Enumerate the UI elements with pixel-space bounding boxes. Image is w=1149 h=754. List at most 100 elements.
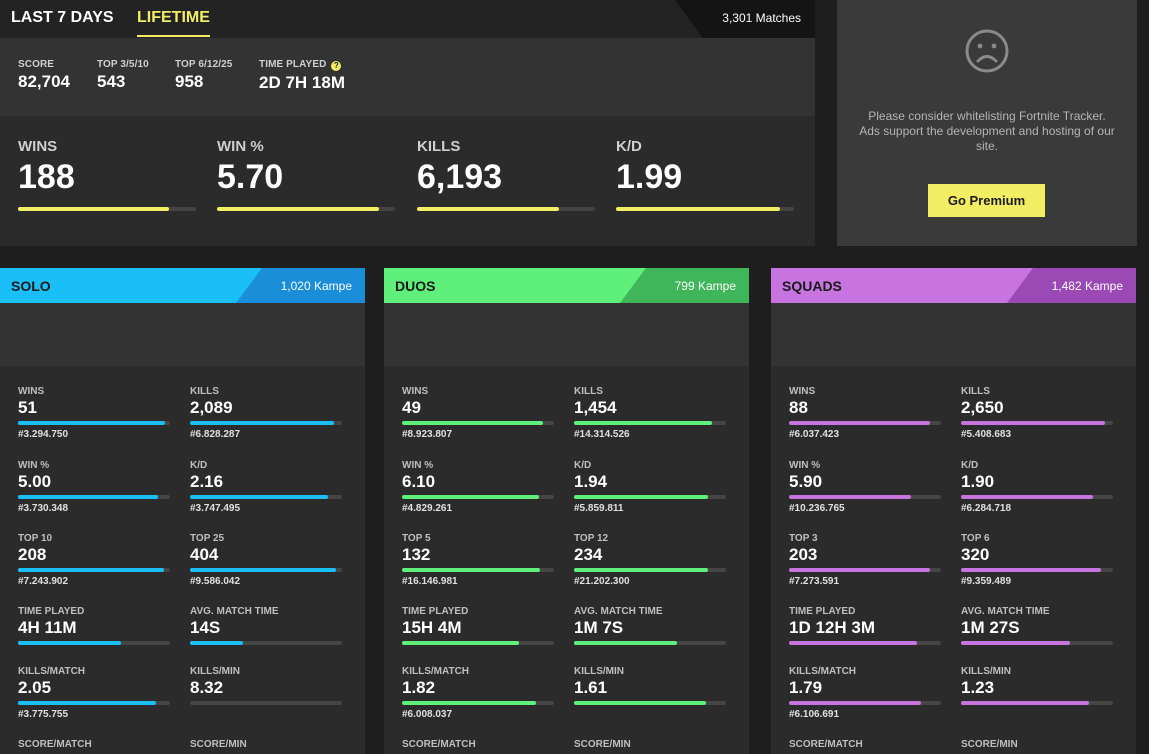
mode-match-count: 1,020 Kampe [280,279,352,293]
stat-k-d: K/D 1.94 #5.859.811 [574,460,726,514]
stat-bar [402,641,554,645]
stat-label: WINS [402,386,429,397]
stat-value: 5.00 [18,472,52,491]
stat-bar-fill [789,421,931,425]
stat-value: 320 [961,545,990,564]
stat-rank: #6.106.691 [789,709,840,720]
summary-score: SCORE 82,704 [18,59,70,92]
stat-rank: #16.146.981 [402,576,458,587]
stat-bar [18,641,170,645]
stat-bar [789,568,941,572]
stat-value: 1.23 [961,678,995,697]
mode-count-cut [620,268,646,303]
stat-bar [961,421,1113,425]
summary-top-3-5-10: TOP 3/5/10 543 [97,59,149,92]
stat-rank: #21.202.300 [574,576,630,587]
stat-label: AVG. MATCH TIME [961,606,1050,617]
stat-value: 132 [402,545,431,564]
mode-count-badge: 1,482 Kampe [1033,268,1136,303]
stat-label: TOP 10 [18,533,53,544]
stat-time-played: TIME PLAYED 15H 4M [402,606,554,645]
stat-kills: KILLS 2,089 #6.828.287 [190,386,342,440]
matches-badge: 3,301 Matches [703,0,815,38]
stat-bar-fill [574,421,713,425]
overview-stat-wins: WINS 188 [18,138,196,211]
stat-value: 8.32 [190,678,224,697]
stat-bar-fill [574,568,708,572]
mode-match-count: 1,482 Kampe [1051,279,1123,293]
stat-bar-fill [402,495,539,499]
stat-label: KILLS/MATCH [18,666,86,677]
stat-bar-fill [190,568,336,572]
summary-time-played: TIME PLAYED ? 2D 7H 18M [259,59,345,93]
mode-card-subheader [384,303,749,366]
stat-rank: #3.730.348 [18,503,69,514]
stat-bar-fill [789,701,922,705]
stat-bar [574,701,726,705]
stat-label: TOP 25 [190,533,225,544]
stat-bar [961,495,1113,499]
mode-count-cut [1007,268,1033,303]
stat-label: AVG. MATCH TIME [574,606,663,617]
stat-rank: #14.314.526 [574,429,630,440]
stat-rank: #6.284.718 [961,503,1012,514]
summary-value: 543 [97,72,126,91]
stat-rank: #6.828.287 [190,429,241,440]
stat-label: SCORE/MATCH [18,739,92,750]
ad-message: Please consider whitelisting Fortnite Tr… [859,109,1115,153]
stat-rank: #7.273.591 [789,576,840,587]
stat-value: 4H 11M [18,618,77,637]
stat-bar-fill [961,495,1094,499]
go-premium-button[interactable]: Go Premium [928,184,1045,217]
stat-rank: #6.008.037 [402,709,453,720]
stat-value: 51 [18,398,37,417]
mode-card-subheader [771,303,1136,366]
stat-bar-fill [961,641,1071,645]
stat-bar [402,568,554,572]
overview-stat-bar-fill [217,207,379,211]
stat-value: 49 [402,398,421,417]
stat-k-d: K/D 1.90 #6.284.718 [961,460,1113,514]
stat-label: SCORE/MATCH [789,739,863,750]
stat-label: KILLS/MIN [961,666,1011,677]
stat-bar [789,495,941,499]
stat-label: WINS [18,386,45,397]
stat-label: WINS [789,386,816,397]
stat-rank: #7.243.902 [18,576,69,587]
overview-stat-bar-fill [616,207,780,211]
overview-stat-label: K/D [616,138,642,155]
stat-value: 203 [789,545,818,564]
overview-stat-value: 1.99 [616,158,683,196]
summary-row: SCORE 82,704 TOP 3/5/10 543 TOP 6/12/25 … [0,38,815,116]
help-icon[interactable]: ? [331,61,342,71]
overview-stat-label: KILLS [417,138,461,155]
stat-bar [402,495,554,499]
tab-lifetime[interactable]: LIFETIME [137,0,210,38]
mode-title: SOLO [11,278,51,294]
stat-label: WIN % [789,460,821,471]
stat-label: WIN % [402,460,434,471]
ad-placeholder: Please consider whitelisting Fortnite Tr… [837,0,1137,246]
stat-rank: #5.408.683 [961,429,1012,440]
overview-stat-value: 5.70 [217,158,284,196]
stat-bar-fill [18,641,122,645]
stat-bar-fill [574,641,678,645]
overview-stat-bar-fill [18,207,170,211]
stat-value: 1.90 [961,472,995,491]
stat-bar [190,701,342,705]
stat-bar [402,421,554,425]
stat-bar [961,701,1113,705]
summary-value: 2D 7H 18M [259,73,345,92]
overview-stat-bar [217,207,395,211]
stat-rank: #3.747.495 [190,503,241,514]
stat-bar [402,701,554,705]
stat-bar-fill [961,701,1089,705]
stat-bar [574,641,726,645]
tab-last-7-days[interactable]: LAST 7 DAYS [11,9,114,26]
stat-bar [18,495,170,499]
stat-top-25: TOP 25 404 #9.586.042 [190,533,342,587]
summary-label-text: TIME PLAYED [259,59,327,70]
stat-bar [961,568,1113,572]
stat-value: 1D 12H 3M [789,618,875,637]
stat-bar [18,568,170,572]
